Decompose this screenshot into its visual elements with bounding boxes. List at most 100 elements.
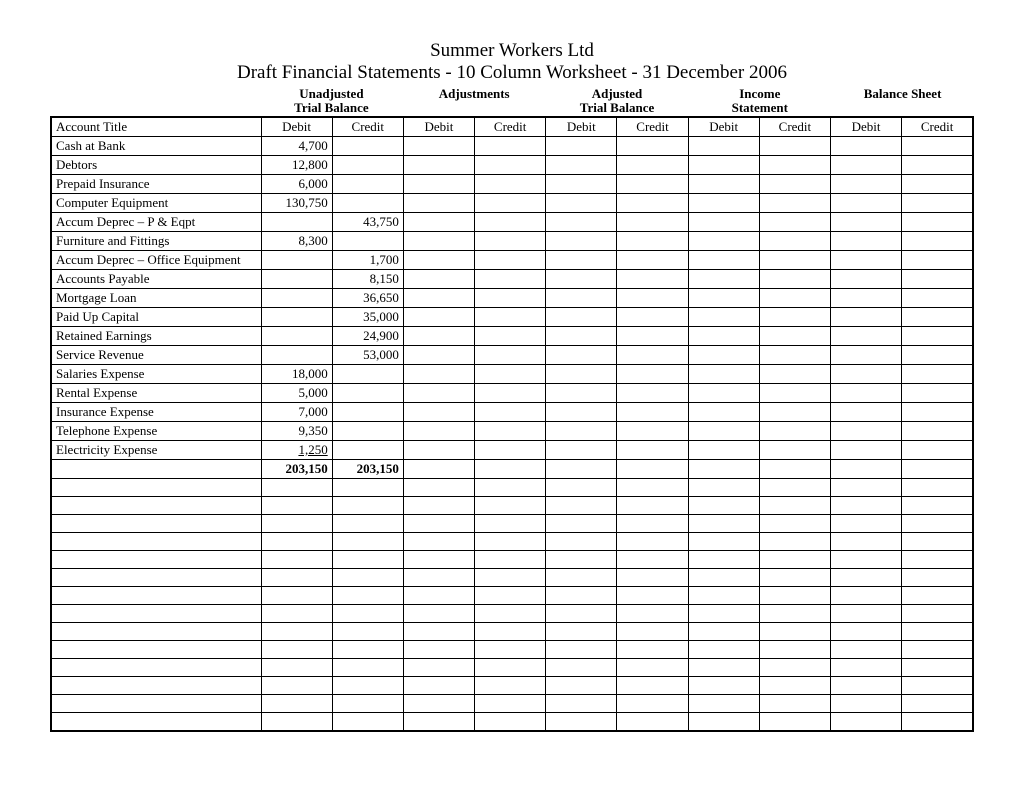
cell-d1 [261, 327, 332, 346]
cell-c5 [902, 441, 973, 460]
blank-row [51, 479, 973, 497]
blank-cell [51, 623, 261, 641]
blank-cell [759, 659, 830, 677]
cell-d1: 5,000 [261, 384, 332, 403]
cell-c2 [475, 137, 546, 156]
table-row: Insurance Expense7,000 [51, 403, 973, 422]
blank-cell [475, 551, 546, 569]
cell-d3 [546, 194, 617, 213]
cell-c4 [759, 384, 830, 403]
blank-cell [332, 569, 403, 587]
account-title: Accounts Payable [51, 270, 261, 289]
table-row: Telephone Expense9,350 [51, 422, 973, 441]
blank-cell [51, 605, 261, 623]
cell-c2 [475, 422, 546, 441]
table-row: Accum Deprec – Office Equipment1,700 [51, 251, 973, 270]
blank-cell [51, 677, 261, 695]
totals-c1: 203,150 [332, 460, 403, 479]
cell-c2 [475, 327, 546, 346]
blank-cell [902, 623, 973, 641]
blank-cell [831, 605, 902, 623]
cell-c3 [617, 156, 688, 175]
blank-row [51, 497, 973, 515]
cell-d5 [831, 384, 902, 403]
cell-d5 [831, 232, 902, 251]
cell-d2 [403, 232, 474, 251]
cell-d1 [261, 251, 332, 270]
blank-cell [332, 479, 403, 497]
blank-cell [617, 623, 688, 641]
blank-cell [688, 677, 759, 695]
table-row: Prepaid Insurance6,000 [51, 175, 973, 194]
blank-cell [403, 551, 474, 569]
blank-cell [403, 515, 474, 533]
totals-d3 [546, 460, 617, 479]
cell-d2 [403, 213, 474, 232]
column-group-sublabels: Trial Balance Trial Balance Statement [50, 100, 974, 116]
cell-c3 [617, 251, 688, 270]
cell-d2 [403, 270, 474, 289]
cell-d2 [403, 156, 474, 175]
cell-d2 [403, 251, 474, 270]
cell-c4 [759, 175, 830, 194]
blank-cell [902, 695, 973, 713]
cell-d3 [546, 327, 617, 346]
blank-cell [831, 641, 902, 659]
column-headers-row: Account Title Debit Credit Debit Credit … [51, 117, 973, 137]
blank-cell [332, 713, 403, 731]
account-title: Computer Equipment [51, 194, 261, 213]
blank-cell [261, 497, 332, 515]
blank-cell [759, 605, 830, 623]
blank-cell [332, 551, 403, 569]
cell-d4 [688, 251, 759, 270]
blank-cell [261, 479, 332, 497]
table-row: Furniture and Fittings8,300 [51, 232, 973, 251]
blank-cell [617, 677, 688, 695]
cell-c4 [759, 441, 830, 460]
cell-c5 [902, 156, 973, 175]
cell-c2 [475, 270, 546, 289]
cell-c3 [617, 137, 688, 156]
blank-cell [546, 713, 617, 731]
blank-cell [759, 713, 830, 731]
cell-c3 [617, 289, 688, 308]
table-row: Mortgage Loan36,650 [51, 289, 973, 308]
cell-d3 [546, 384, 617, 403]
cell-d1: 8,300 [261, 232, 332, 251]
cell-d3 [546, 441, 617, 460]
blank-cell [688, 569, 759, 587]
blank-cell [831, 695, 902, 713]
cell-c1 [332, 403, 403, 422]
cell-c5 [902, 384, 973, 403]
totals-c4 [759, 460, 830, 479]
cell-d2 [403, 441, 474, 460]
blank-cell [759, 623, 830, 641]
blank-cell [261, 551, 332, 569]
cell-c3 [617, 270, 688, 289]
blank-cell [759, 515, 830, 533]
blank-cell [759, 641, 830, 659]
cell-c4 [759, 308, 830, 327]
blank-cell [403, 659, 474, 677]
cell-c4 [759, 422, 830, 441]
group-adjustments-sub [403, 100, 546, 116]
cell-d5 [831, 213, 902, 232]
blank-cell [475, 587, 546, 605]
cell-d3 [546, 137, 617, 156]
cell-d4 [688, 441, 759, 460]
blank-cell [831, 515, 902, 533]
cell-d2 [403, 308, 474, 327]
cell-c4 [759, 270, 830, 289]
cell-d5 [831, 251, 902, 270]
cell-d5 [831, 137, 902, 156]
cell-c1 [332, 441, 403, 460]
cell-c4 [759, 346, 830, 365]
cell-d1: 6,000 [261, 175, 332, 194]
blank-row [51, 515, 973, 533]
group-balance-sheet-sub [831, 100, 974, 116]
blank-cell [617, 605, 688, 623]
document-title: Draft Financial Statements - 10 Column W… [50, 62, 974, 84]
blank-cell [403, 641, 474, 659]
cell-c4 [759, 251, 830, 270]
cell-c5 [902, 213, 973, 232]
